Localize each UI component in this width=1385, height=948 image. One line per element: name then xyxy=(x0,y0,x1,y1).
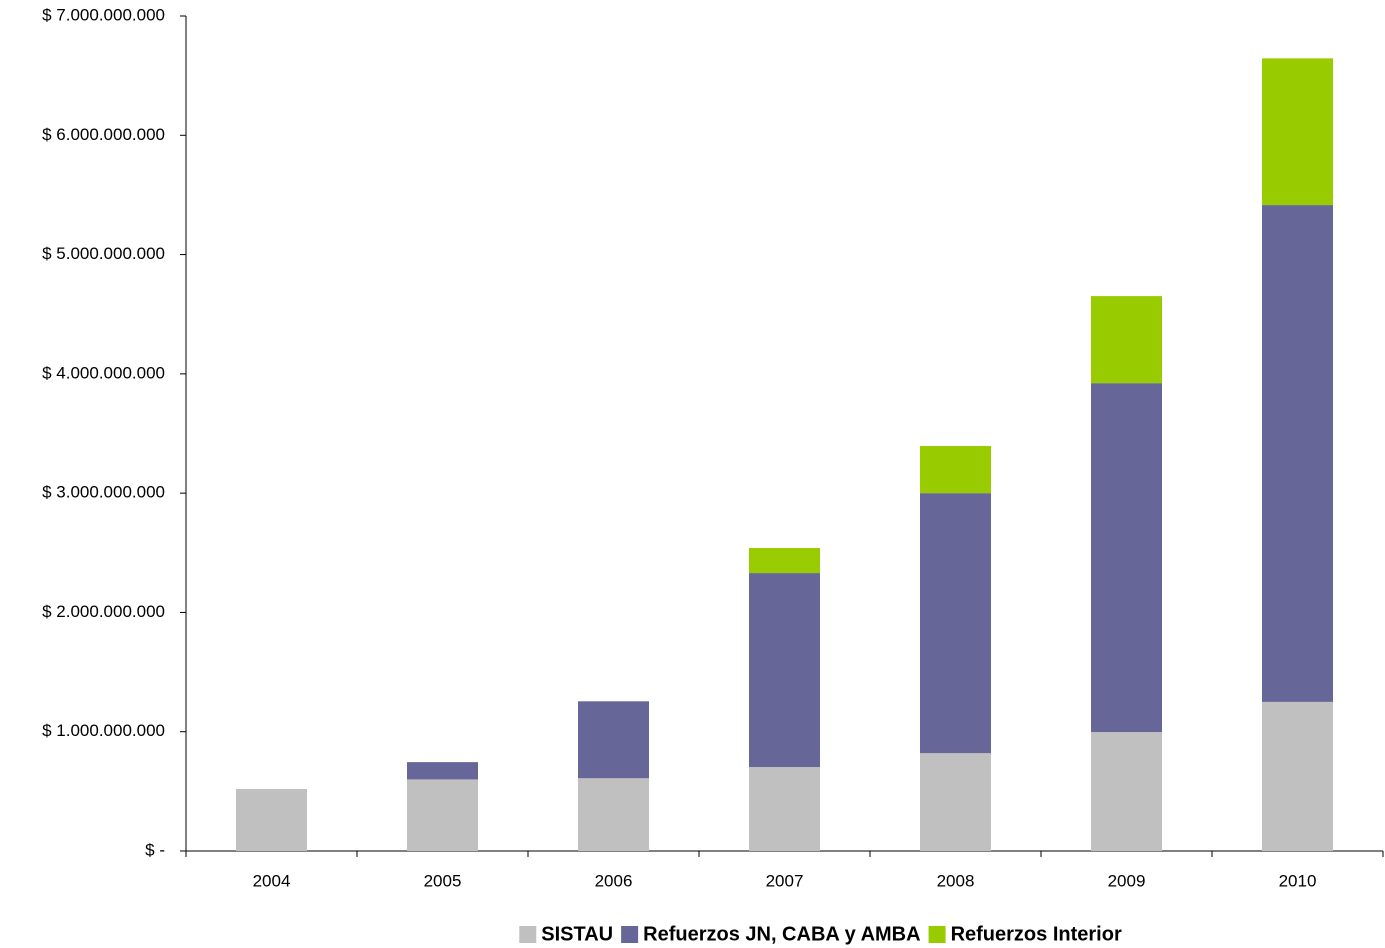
bar-segment xyxy=(920,493,991,754)
y-tick-label: $ 6.000.000.000 xyxy=(42,125,165,144)
y-tick-label: $ 2.000.000.000 xyxy=(42,602,165,621)
y-tick-label: $ 1.000.000.000 xyxy=(42,721,165,740)
bar-segment xyxy=(1091,383,1162,733)
bar-segment xyxy=(1262,701,1333,851)
x-tick-label: 2010 xyxy=(1279,871,1317,890)
bar-segment xyxy=(749,767,820,851)
bar-segment xyxy=(236,788,307,851)
y-tick-label: $ 4.000.000.000 xyxy=(42,363,165,382)
bar-segment xyxy=(1262,205,1333,702)
legend-label: Refuerzos JN, CABA y AMBA xyxy=(643,923,920,945)
bar-segment xyxy=(1091,296,1162,384)
x-tick-label: 2009 xyxy=(1108,871,1146,890)
bar-segment xyxy=(407,779,478,851)
bar-segment xyxy=(749,573,820,768)
x-tick-label: 2008 xyxy=(937,871,975,890)
bar-segment xyxy=(578,778,649,851)
x-tick-label: 2004 xyxy=(253,871,291,890)
bar-segment xyxy=(578,701,649,779)
bar-segment xyxy=(407,762,478,780)
legend-label: SISTAU xyxy=(541,923,613,945)
bar-segment xyxy=(1091,732,1162,851)
bar-segment xyxy=(920,753,991,851)
x-tick-label: 2005 xyxy=(424,871,462,890)
y-tick-label: $ 5.000.000.000 xyxy=(42,244,165,263)
y-tick-label: $ 7.000.000.000 xyxy=(42,5,165,24)
legend-swatch xyxy=(928,926,946,943)
x-tick-label: 2006 xyxy=(595,871,633,890)
legend-label: Refuerzos Interior xyxy=(951,923,1122,945)
y-tick-label: $ 3.000.000.000 xyxy=(42,483,165,502)
legend-swatch xyxy=(519,926,537,943)
bar-segment xyxy=(920,446,991,494)
y-tick-label: $ - xyxy=(145,840,165,859)
legend-swatch xyxy=(621,926,639,943)
x-tick-label: 2007 xyxy=(766,871,804,890)
bar-segment xyxy=(1262,58,1333,206)
bar-segment xyxy=(749,548,820,574)
